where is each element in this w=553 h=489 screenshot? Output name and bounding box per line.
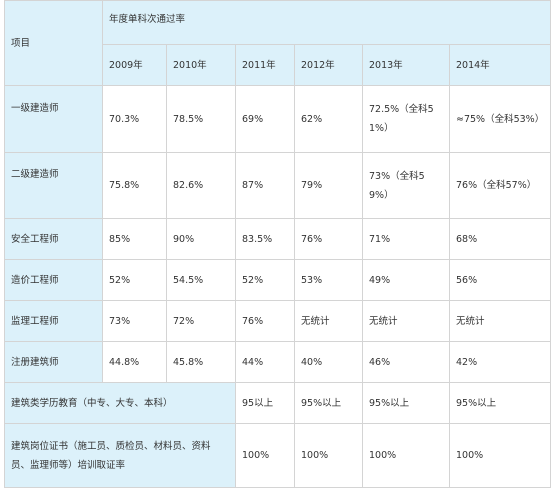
table-row: 监理工程师 73% 72% 76% 无统计 无统计 无统计 [4, 300, 552, 342]
header-row-years: 2009年 2010年 2011年 2012年 2013年 2014年 [5, 44, 552, 86]
table-cell: 69% [235, 85, 295, 153]
table-cell: 82.6% [166, 152, 236, 219]
table-cell: 76% [294, 218, 363, 260]
table-cell: 95%以上 [362, 382, 450, 424]
table-row: 建筑类学历教育（中专、大专、本科） 95以上 95%以上 95%以上 95%以上 [4, 382, 552, 424]
row-label: 注册建筑师 [4, 341, 103, 383]
table-row: 注册建筑师 44.8% 45.8% 44% 40% 46% 42% [4, 341, 552, 383]
table-cell: 无统计 [448, 300, 552, 342]
table-cell: 87% [235, 152, 295, 219]
year-header: 2010年 [166, 44, 236, 86]
row-label: 安全工程师 [4, 218, 103, 260]
table-row: 造价工程师 52% 54.5% 52% 53% 49% 56% [4, 259, 552, 301]
year-header: 2012年 [294, 44, 363, 86]
table-cell: 100% [448, 423, 552, 488]
table-cell: 70.3% [102, 85, 167, 153]
table-cell: 95%以上 [448, 382, 552, 424]
table-cell: 95以上 [235, 382, 295, 424]
table-cell: 无统计 [362, 300, 450, 342]
table-cell: 40% [294, 341, 363, 383]
table-cell: 68% [448, 218, 552, 260]
table-cell: 52% [235, 259, 295, 301]
row-label: 二级建造师 [4, 152, 103, 219]
table-cell: 76%（全科57%） [448, 152, 552, 219]
table-cell: 49% [362, 259, 450, 301]
row-label: 建筑岗位证书（施工员、质检员、材料员、资料员、监理师等）培训取证率 [4, 423, 236, 488]
table-cell: 76% [235, 300, 295, 342]
table-cell: 53% [294, 259, 363, 301]
row-label: 建筑类学历教育（中专、大专、本科） [4, 382, 236, 424]
table-row: 一级建造师 70.3% 78.5% 69% 62% 72.5%（全科51%） ≈… [4, 85, 552, 153]
header-group-cell: 年度单科次通过率 [101, 0, 552, 45]
header-item-cell: 项目 [4, 0, 103, 86]
table-cell: 42% [448, 341, 552, 383]
table-cell: 73%（全科59%） [362, 152, 450, 219]
table-cell: 95%以上 [294, 382, 363, 424]
table-cell: 90% [166, 218, 236, 260]
pass-rate-table: 项目 年度单科次通过率 2009年 2010年 2011年 2012年 2013… [4, 0, 552, 488]
year-header: 2011年 [235, 44, 295, 86]
table-cell: 52% [102, 259, 167, 301]
table-cell: 100% [362, 423, 450, 488]
table-cell: 73% [102, 300, 167, 342]
table-row: 建筑岗位证书（施工员、质检员、材料员、资料员、监理师等）培训取证率 100% 1… [4, 423, 552, 488]
header-row-group: 项目 年度单科次通过率 [4, 0, 552, 86]
row-label: 一级建造师 [4, 85, 103, 153]
table-cell: 44% [235, 341, 295, 383]
row-label: 造价工程师 [4, 259, 103, 301]
table-cell: 79% [294, 152, 363, 219]
year-header: 2013年 [362, 44, 450, 86]
table-cell: 62% [294, 85, 363, 153]
table-cell: ≈75%（全科53%） [448, 85, 552, 153]
table-cell: 100% [235, 423, 295, 488]
table-cell: 71% [362, 218, 450, 260]
table-cell: 46% [362, 341, 450, 383]
table-cell: 56% [448, 259, 552, 301]
table-cell: 45.8% [166, 341, 236, 383]
table-cell: 75.8% [102, 152, 167, 219]
table-cell: 44.8% [102, 341, 167, 383]
table-cell: 54.5% [166, 259, 236, 301]
table-cell: 100% [294, 423, 363, 488]
table-row: 二级建造师 75.8% 82.6% 87% 79% 73%（全科59%） 76%… [4, 152, 552, 219]
table-cell: 72% [166, 300, 236, 342]
table-cell: 85% [102, 218, 167, 260]
year-header: 2014年 [448, 44, 552, 86]
table-row: 安全工程师 85% 90% 83.5% 76% 71% 68% [4, 218, 552, 260]
table-cell: 72.5%（全科51%） [362, 85, 450, 153]
table-cell: 78.5% [166, 85, 236, 153]
row-label: 监理工程师 [4, 300, 103, 342]
table-cell: 无统计 [294, 300, 363, 342]
year-header: 2009年 [102, 44, 167, 86]
table-cell: 83.5% [235, 218, 295, 260]
